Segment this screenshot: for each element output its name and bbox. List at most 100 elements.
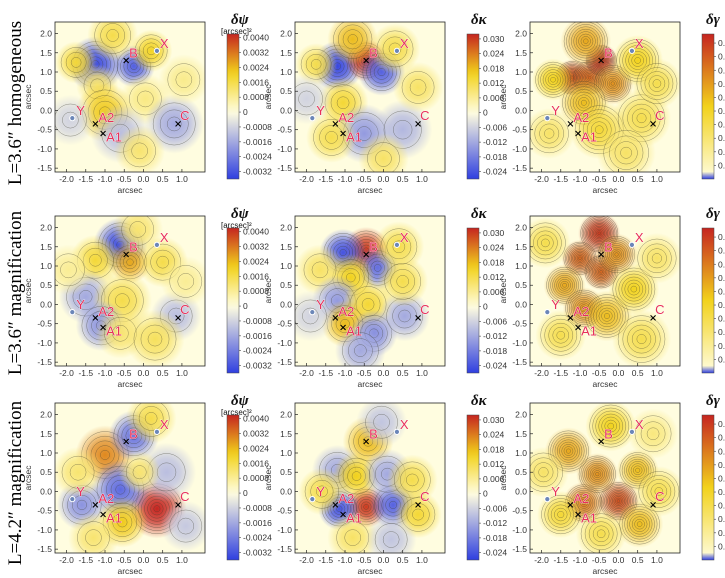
y-tick-label: -0.5 [512, 506, 527, 516]
contour-line [373, 413, 390, 431]
contour-line [562, 282, 567, 288]
source-cross [567, 315, 574, 321]
contour-line [311, 261, 329, 279]
field-extremum [560, 22, 612, 67]
source-cross [332, 121, 339, 127]
x-tick-label: -0.5 [117, 555, 132, 565]
y-tick-label: -0.5 [37, 506, 52, 516]
x-axis-label: arcsec [592, 185, 618, 195]
colorbar-title: δψ [231, 12, 250, 28]
contour-line [646, 479, 672, 504]
contour-line [633, 465, 643, 475]
colorbar-tick-label: 0.012 [483, 272, 505, 282]
x-tick-label: -0.5 [117, 368, 132, 378]
contour-line [605, 76, 621, 92]
colorbar-tick-label: 0.015 [718, 106, 725, 116]
colorbar-tick-label: -0.0032 [243, 167, 272, 177]
contour-line [70, 57, 82, 68]
contour-line [584, 461, 611, 488]
source-cross [123, 57, 130, 64]
y-tick-label: 1.5 [280, 429, 292, 439]
colorbar-tick-label: 0.0008 [243, 473, 269, 483]
colorbar-tick-label: -0.0016 [243, 137, 272, 147]
marker-label: A2 [573, 304, 589, 319]
field-extremum [55, 244, 94, 296]
contour-line [539, 123, 560, 144]
colorbar-tick-label: 0.012 [718, 501, 725, 511]
y-tick-label: -1.5 [512, 544, 527, 554]
marker-a1: A1 [100, 129, 122, 145]
source-cross [100, 130, 106, 137]
marker-label: C [420, 108, 429, 123]
contour-line [376, 30, 414, 68]
field-layer [55, 403, 205, 553]
contour-line [153, 505, 161, 513]
colorbar-row2-col1: 0.0040 0.0032 0.0024 0.0016 0.0008 0 -0.0008 -0… [221, 206, 272, 374]
contour-line [115, 293, 130, 308]
y-tick-label: 0.0 [40, 299, 52, 309]
marker-b: B [598, 426, 613, 445]
y-tick-label: 0.5 [280, 86, 292, 96]
contour-line [612, 250, 621, 259]
x-tick-label: 0.5 [397, 368, 409, 378]
x-axis-label: arcsec [592, 566, 618, 576]
y-tick-label: 2.0 [280, 29, 292, 39]
colorbar-tick-label: 0.0032 [243, 48, 269, 58]
colorbar-tick-label: 0.027 [718, 246, 725, 256]
marker-label: A2 [573, 110, 589, 125]
x-tick-label: 0.0 [138, 555, 150, 565]
contour-line [630, 463, 645, 478]
source-dot [153, 47, 161, 54]
marker-label: B [369, 426, 378, 441]
y-tick-label: 1.5 [40, 242, 52, 252]
x-tick-label: -1.5 [78, 368, 93, 378]
x-tick-label: -2.0 [299, 174, 314, 184]
panel-row2-col2: -2.0 -1.5 -1.0 -0.5 0.0 0.5 1.0 -1.5 -1.0 -0.5 0.0… [263, 206, 507, 389]
contour-line [363, 504, 369, 510]
marker-label: A1 [346, 324, 362, 339]
x-axis-label: arcsec [357, 185, 383, 195]
contour-line [594, 125, 604, 134]
colorbar-title: δκ [471, 206, 488, 222]
contour-line [166, 116, 182, 132]
contour-line [298, 90, 315, 108]
x-axis-label: arcsec [592, 379, 618, 389]
panel-row3-col2: -2.0 -1.5 -1.0 -0.5 0.0 0.5 1.0 -1.5 -1.0 -0.5 0.0… [263, 393, 507, 576]
field-extremum [160, 256, 205, 307]
contour-line [406, 473, 419, 487]
colorbar-tick-label: -0.0032 [243, 548, 272, 558]
colorbar-tick-label: -0.0024 [243, 152, 272, 162]
contour-line [344, 529, 361, 546]
marker-a2: A2 [92, 491, 115, 508]
marker-label: Y [76, 297, 85, 312]
contour-line [336, 96, 350, 110]
source-cross [175, 502, 181, 508]
contour-line [356, 126, 372, 141]
x-tick-label: 0.0 [378, 555, 390, 565]
contour-line [614, 141, 638, 165]
field-extremum [631, 58, 680, 109]
contour-line [572, 250, 588, 266]
y-tick-label: 0.5 [515, 280, 527, 290]
source-cross [598, 438, 605, 445]
x-tick-label: -2.0 [534, 174, 549, 184]
contour-line [77, 521, 110, 553]
contour-line [132, 465, 147, 480]
x-tick-label: -0.5 [117, 174, 132, 184]
y-axis-label: arcsec [23, 278, 33, 304]
contour-line [609, 246, 625, 262]
contour-line [605, 243, 628, 266]
panel-grid: -2.0 -1.5 -1.0 -0.5 0.0 0.5 1.0 -1.5 -1.0 -0.5 0.0… [23, 12, 725, 576]
x-tick-label: -1.0 [573, 174, 588, 184]
contour-line [393, 120, 413, 140]
marker-y: Y [69, 484, 86, 503]
field-extremum [575, 508, 627, 553]
contour-line [578, 33, 594, 49]
contour-line [374, 523, 408, 553]
marker-a2: A2 [567, 491, 590, 508]
marker-x: X [393, 417, 409, 435]
colorbar-tick-label: 0.0024 [243, 256, 269, 266]
field-extremum [335, 325, 386, 366]
contour-line [541, 495, 581, 535]
contour-line [94, 22, 131, 54]
